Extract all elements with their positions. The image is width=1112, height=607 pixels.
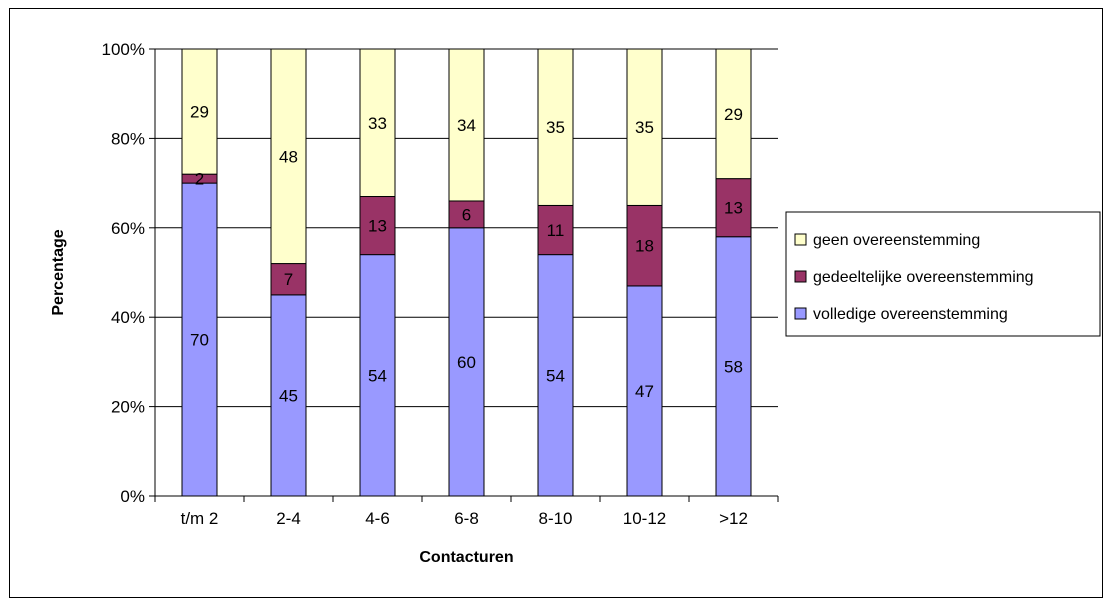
data-labels: 70 2 29 45 7 48 54 13 33 60 6 34 54 11 35 47 18 35 58 13 29	[190, 103, 743, 406]
data-label: 29	[724, 105, 743, 124]
bar-segment	[715, 178, 752, 238]
y-tick-label: 40%	[111, 308, 145, 327]
x-tick-label: 10-12	[623, 509, 666, 528]
bar-segment	[715, 48, 752, 180]
bar-segment	[270, 48, 307, 265]
bar-segment	[626, 204, 663, 287]
data-label: 6	[462, 205, 471, 224]
x-tick-label: 8-10	[538, 509, 572, 528]
bar-segment	[359, 48, 396, 198]
legend-box	[785, 211, 1101, 337]
legend-swatch	[794, 270, 807, 283]
legend-entry: volledige overeenstemming	[813, 306, 1008, 323]
data-label: 18	[635, 237, 654, 256]
x-tick-label: 4-6	[365, 509, 390, 528]
data-label: 2	[195, 170, 204, 189]
data-label: 33	[368, 114, 387, 133]
data-label: 54	[546, 366, 565, 385]
y-axis-title: Percentage	[50, 229, 67, 315]
y-tick-label: 60%	[111, 219, 145, 238]
data-label: 54	[368, 366, 387, 385]
data-label: 29	[190, 103, 209, 122]
data-label: 48	[279, 147, 298, 166]
legend-entry: gedeeltelijke overeenstemming	[813, 269, 1034, 286]
chart-area: 70 2 29 45 7 48 54 13 33 60 6 34 54 11 35 47 18 35 58 13 29 …	[9, 8, 1103, 598]
data-label: 35	[635, 118, 654, 137]
bar-segment	[537, 254, 574, 497]
y-tick-label: 20%	[111, 398, 145, 417]
legend-entry: geen overeenstemming	[813, 232, 980, 249]
bar-segment	[359, 254, 396, 497]
bar-segment	[448, 227, 485, 497]
y-tick-label: 80%	[111, 129, 145, 148]
data-label: 34	[457, 116, 476, 135]
data-label: 70	[190, 331, 209, 350]
x-axis-title: Contacturen	[419, 549, 513, 566]
data-label: 13	[724, 199, 743, 218]
x-tick-label: 6-8	[454, 509, 479, 528]
bars	[181, 48, 752, 497]
bar-segment	[181, 182, 218, 497]
data-label: 45	[279, 386, 298, 405]
x-tick-label: 2-4	[276, 509, 301, 528]
x-tick-label: t/m 2	[181, 509, 219, 528]
bar-segment	[270, 294, 307, 497]
data-label: 60	[457, 353, 476, 372]
stacked-bar-chart: 702294574854133360634541135471835581329 …	[50, 40, 1101, 566]
data-label: 13	[368, 217, 387, 236]
axes: 0% 20% 40% 60% 80% 100% t/m 2 2-4 4-6 6-8 8-10 10-1…	[102, 40, 779, 528]
bar-segment	[181, 48, 218, 175]
x-tick-label: >12	[719, 509, 748, 528]
bar-segment	[270, 263, 307, 296]
data-label: 58	[724, 357, 743, 376]
bar-segment	[448, 48, 485, 202]
y-tick-label: 0%	[120, 487, 145, 506]
legend-swatch	[794, 233, 807, 246]
bar-segment	[537, 48, 574, 206]
bar-segment	[537, 204, 574, 256]
data-label: 47	[635, 382, 654, 401]
data-label: 11	[547, 221, 565, 240]
legend: geen overeenstemming gedeeltelijke overee…	[785, 211, 1101, 337]
bar-segment	[626, 48, 663, 206]
legend-swatch	[794, 307, 807, 320]
data-label: 35	[546, 118, 565, 137]
y-tick-label: 100%	[102, 40, 145, 59]
data-label: 7	[284, 270, 293, 289]
